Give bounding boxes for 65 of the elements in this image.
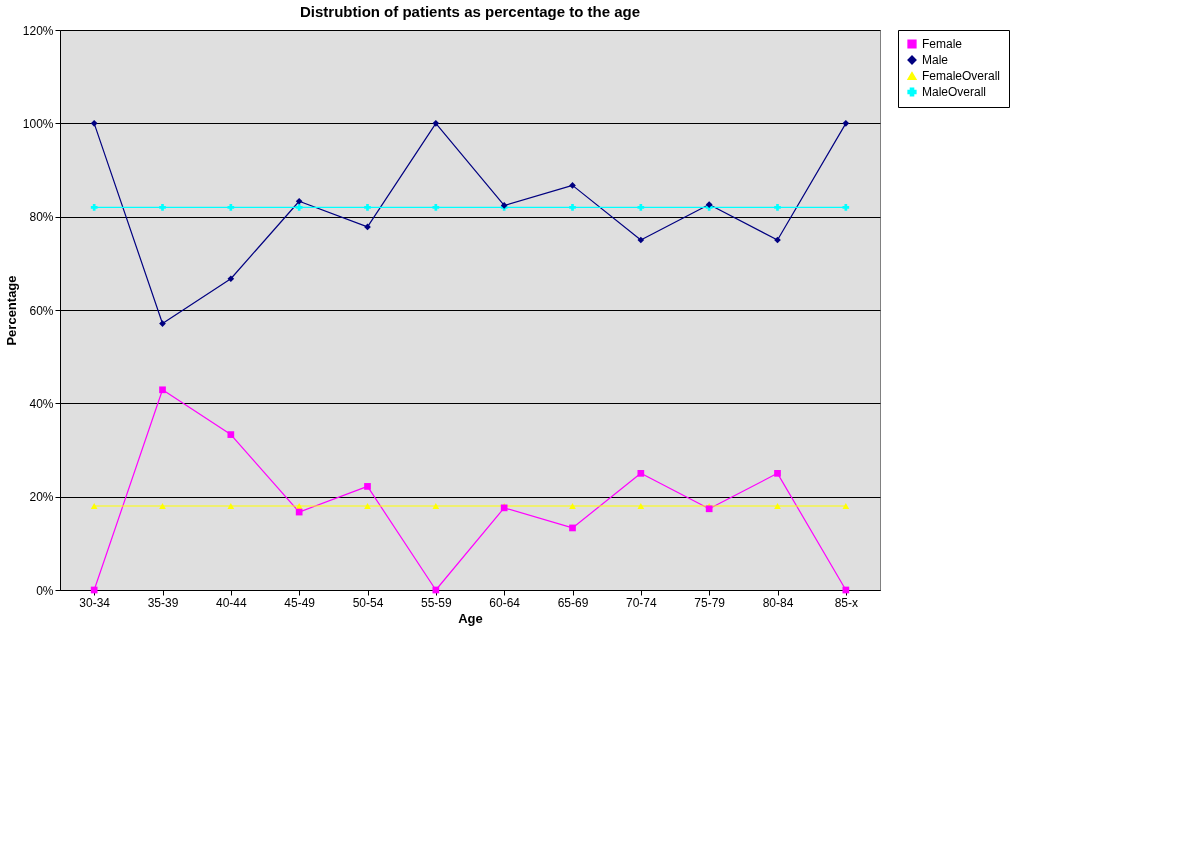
- point: [295, 503, 303, 509]
- x-tick-label: 60-64: [489, 595, 521, 610]
- point: [432, 119, 440, 127]
- x-tick-label: 50-54: [352, 595, 384, 610]
- point: [227, 203, 235, 211]
- point: [159, 386, 166, 394]
- y-tick-label: 20%: [29, 490, 54, 505]
- legend-label: MaleOverall: [922, 85, 987, 99]
- y-tick-label: 40%: [29, 396, 54, 411]
- point: [774, 469, 781, 477]
- point: [569, 524, 576, 532]
- x-tick-label: 45-49: [284, 595, 316, 610]
- point: [637, 503, 645, 509]
- point: [569, 503, 576, 509]
- point: [295, 508, 303, 516]
- point: [227, 431, 235, 438]
- point: [637, 469, 645, 477]
- x-tick-label: 85-x: [834, 595, 859, 610]
- point: [90, 586, 98, 594]
- point: [842, 586, 850, 594]
- x-tick-label: 75-79: [694, 595, 726, 610]
- y-tick-label: 60%: [29, 303, 54, 318]
- x-tick-label: 55-59: [420, 595, 452, 610]
- point: [569, 182, 576, 189]
- point: [227, 503, 235, 509]
- point: [637, 203, 645, 211]
- point: [774, 203, 781, 211]
- point: [295, 197, 303, 205]
- point: [432, 203, 440, 211]
- y-tick-label: 100%: [22, 116, 54, 131]
- point: [159, 503, 166, 509]
- point: [90, 203, 98, 211]
- point: [90, 503, 98, 509]
- x-tick-label: 40-44: [215, 595, 247, 610]
- x-axis-title: Age: [458, 610, 483, 626]
- x-tick-label: 65-69: [557, 595, 589, 610]
- chart-title: Distrubtion of patients as percentage to the age: [299, 3, 641, 20]
- point: [295, 203, 303, 211]
- legend-label: Male: [922, 53, 949, 67]
- point: [705, 505, 713, 513]
- y-axis-title: Percentage: [3, 275, 19, 346]
- point: [637, 236, 645, 244]
- y-tick-label: 120%: [22, 23, 54, 38]
- y-tick-label: 80%: [29, 210, 54, 225]
- x-tick-label: 30-34: [79, 595, 111, 610]
- point: [432, 503, 440, 509]
- point: [432, 586, 440, 594]
- x-tick-label: 35-39: [147, 595, 179, 610]
- point: [159, 203, 166, 211]
- point: [364, 503, 371, 509]
- point: [90, 119, 98, 127]
- point: [227, 275, 235, 283]
- point: [569, 203, 576, 211]
- legend-label: Female: [922, 37, 963, 51]
- legend-label: FemaleOverall: [922, 69, 1001, 83]
- y-tick-label: 0%: [36, 583, 54, 598]
- point: [774, 503, 781, 509]
- x-tick-label: 70-74: [625, 595, 657, 610]
- point: [159, 320, 166, 327]
- point: [842, 119, 850, 127]
- point: [842, 203, 850, 211]
- point: [842, 503, 850, 509]
- point: [364, 203, 371, 211]
- x-tick-label: 80-84: [762, 595, 794, 610]
- point: [364, 483, 371, 490]
